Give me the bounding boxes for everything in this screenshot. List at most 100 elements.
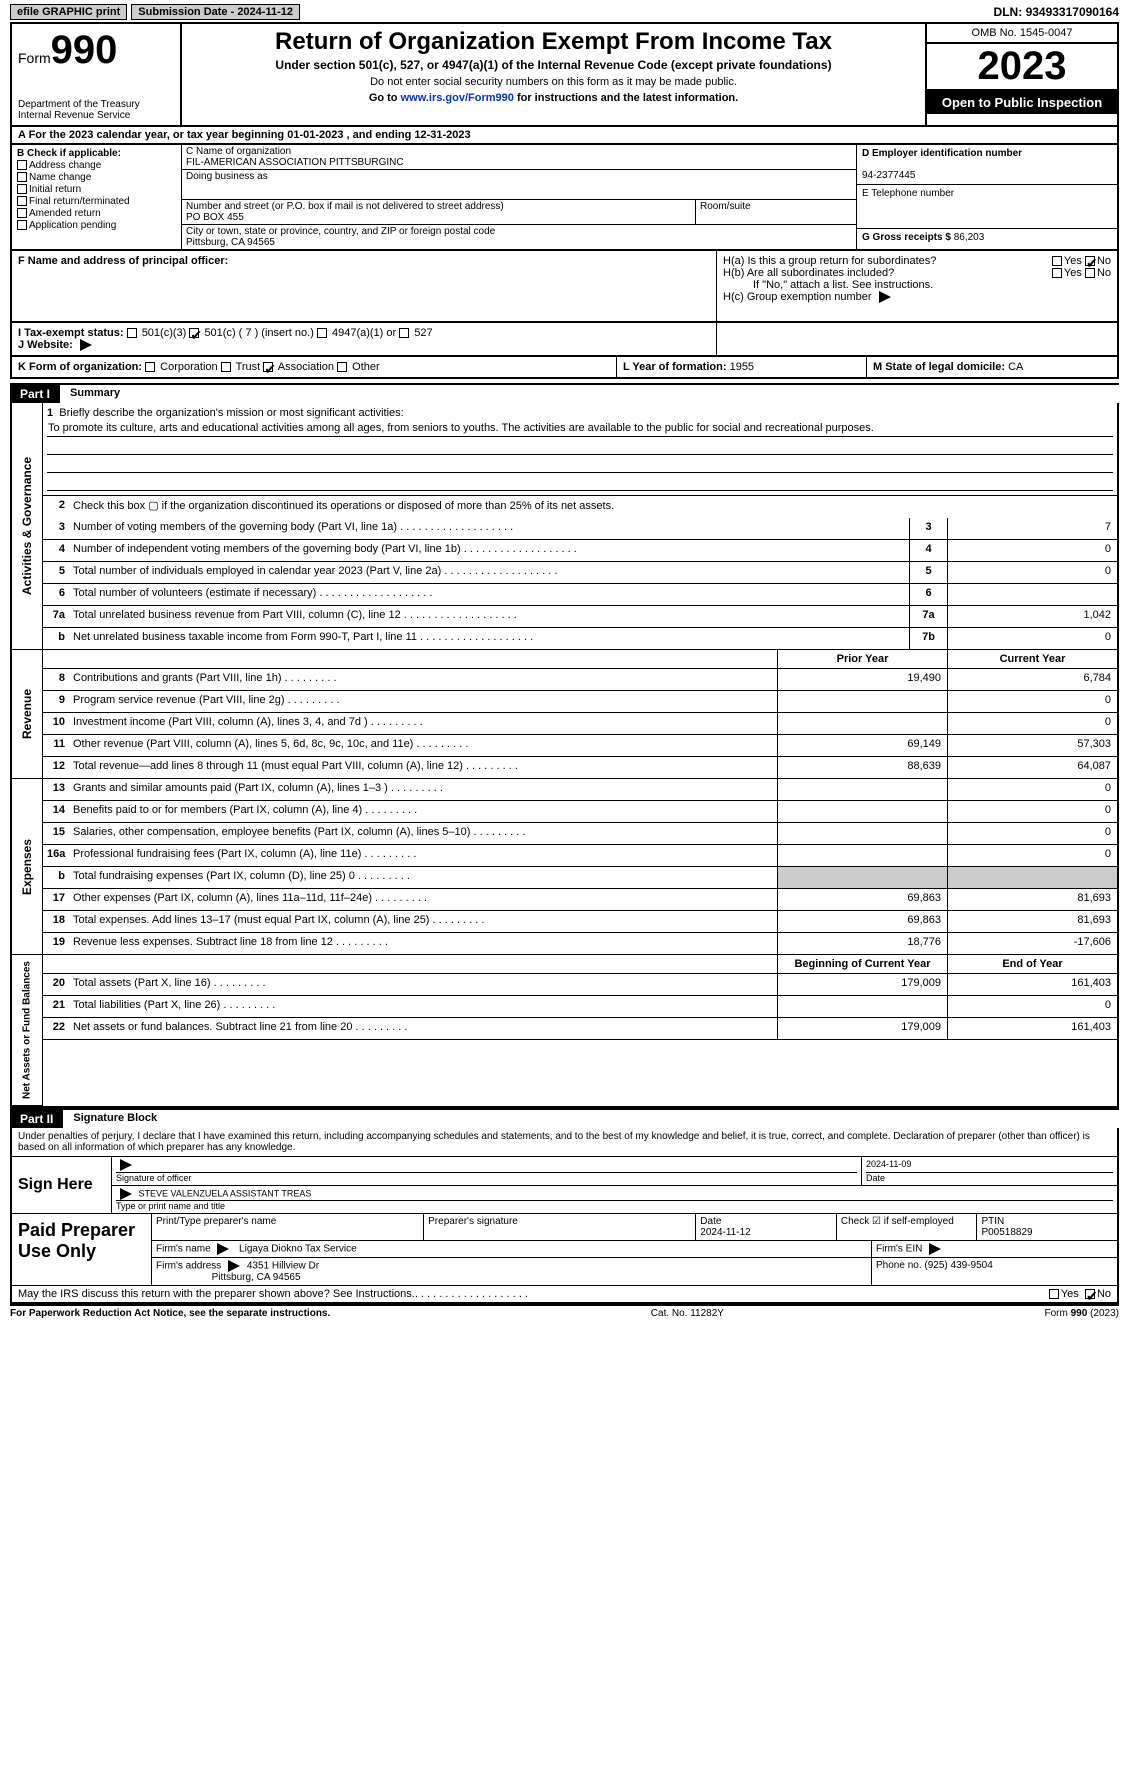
- part2-bar: Part II Signature Block: [10, 1108, 1119, 1128]
- row-klm: K Form of organization: Corporation Trus…: [10, 357, 1119, 379]
- ein: 94-2377445: [862, 170, 915, 181]
- arrow-icon: [217, 1243, 229, 1255]
- h-note: If "No," attach a list. See instructions…: [723, 279, 1111, 291]
- cb-trust[interactable]: [221, 362, 231, 372]
- discuss-no[interactable]: [1085, 1289, 1095, 1299]
- cb-pending[interactable]: [17, 220, 27, 230]
- cb-amended[interactable]: [17, 208, 27, 218]
- form-title: Return of Organization Exempt From Incom…: [188, 28, 919, 56]
- room-field: Room/suite: [696, 200, 856, 224]
- line-2: 2 Check this box ▢ if the organization d…: [43, 496, 1117, 518]
- row-ij: I Tax-exempt status: 501(c)(3) 501(c) ( …: [10, 323, 1119, 357]
- part1-title: Summary: [60, 385, 1119, 403]
- top-bar: efile GRAPHIC print Submission Date - 20…: [10, 4, 1119, 20]
- box-h: H(a) Is this a group return for subordin…: [717, 251, 1117, 321]
- tax-year: 2023: [927, 44, 1117, 91]
- ha-label: H(a) Is this a group return for subordin…: [723, 255, 936, 267]
- row-l: L Year of formation: 1955: [617, 357, 867, 377]
- data-row: 17 Other expenses (Part IX, column (A), …: [43, 889, 1117, 911]
- data-row: 13 Grants and similar amounts paid (Part…: [43, 779, 1117, 801]
- summary-grid: Activities & Governance 1 Briefly descri…: [10, 403, 1119, 1108]
- cb-501c[interactable]: [189, 328, 199, 338]
- header-center: Return of Organization Exempt From Incom…: [182, 24, 927, 125]
- omb-number: OMB No. 1545-0047: [927, 24, 1117, 44]
- data-row: 15 Salaries, other compensation, employe…: [43, 823, 1117, 845]
- arrow-icon: [80, 339, 92, 351]
- cb-initial-return[interactable]: [17, 184, 27, 194]
- dba-field: Doing business as: [182, 170, 856, 200]
- cb-other[interactable]: [337, 362, 347, 372]
- vtab-expenses: Expenses: [12, 779, 42, 955]
- sig-officer: Signature of officer: [112, 1157, 862, 1185]
- efile-button[interactable]: efile GRAPHIC print: [10, 4, 127, 20]
- discuss-row: May the IRS discuss this return with the…: [12, 1285, 1117, 1302]
- form-number: Form990: [18, 28, 174, 73]
- firm-ein: Firm's EIN: [872, 1241, 1117, 1257]
- box-b: B Check if applicable: Address change Na…: [12, 145, 182, 249]
- data-row: 11 Other revenue (Part VIII, column (A),…: [43, 735, 1117, 757]
- part1-bar: Part I Summary: [10, 383, 1119, 403]
- cb-address-change[interactable]: [17, 160, 27, 170]
- signature-block: Under penalties of perjury, I declare th…: [10, 1128, 1119, 1304]
- gov-row: 4 Number of independent voting members o…: [43, 540, 1117, 562]
- cb-527[interactable]: [399, 328, 409, 338]
- cb-final-return[interactable]: [17, 196, 27, 206]
- line-a: A For the 2023 calendar year, or tax yea…: [10, 127, 1119, 145]
- form-header: Form990 Department of the Treasury Inter…: [10, 22, 1119, 127]
- vtab-governance: Activities & Governance: [12, 403, 42, 650]
- dln-label: DLN:: [994, 5, 1023, 19]
- prep-sig: Preparer's signature: [424, 1214, 696, 1240]
- part1-tag: Part I: [10, 385, 60, 403]
- firm-addr: Firm's address 4351 Hillview Dr Pittsbur…: [152, 1258, 872, 1285]
- data-row: 16a Professional fundraising fees (Part …: [43, 845, 1117, 867]
- cb-4947[interactable]: [317, 328, 327, 338]
- row-m: M State of legal domicile: CA: [867, 357, 1117, 377]
- header-right: OMB No. 1545-0047 2023 Open to Public In…: [927, 24, 1117, 125]
- row-i: I Tax-exempt status: 501(c)(3) 501(c) ( …: [12, 323, 717, 355]
- data-row: b Total fundraising expenses (Part IX, c…: [43, 867, 1117, 889]
- goto-line: Go to www.irs.gov/Form990 for instructio…: [188, 92, 919, 104]
- data-row: 19 Revenue less expenses. Subtract line …: [43, 933, 1117, 955]
- row-fh: F Name and address of principal officer:…: [10, 251, 1119, 323]
- data-row: 14 Benefits paid to or for members (Part…: [43, 801, 1117, 823]
- ssn-warning: Do not enter social security numbers on …: [188, 76, 919, 88]
- data-row: 12 Total revenue—add lines 8 through 11 …: [43, 757, 1117, 779]
- cb-501c3[interactable]: [127, 328, 137, 338]
- hb-yes[interactable]: [1052, 268, 1062, 278]
- sign-here-label: Sign Here: [12, 1157, 112, 1213]
- cb-assoc[interactable]: [263, 362, 273, 372]
- row-j: J Website:: [18, 339, 73, 351]
- ha-no[interactable]: [1085, 256, 1095, 266]
- org-name-field: C Name of organization FIL-AMERICAN ASSO…: [182, 145, 856, 170]
- discuss-yes[interactable]: [1049, 1289, 1059, 1299]
- firm-name: Firm's name Ligaya Diokno Tax Service: [152, 1241, 872, 1257]
- prep-self: Check ☑ if self-employed: [837, 1214, 978, 1240]
- data-row: 8 Contributions and grants (Part VIII, l…: [43, 669, 1117, 691]
- cb-name-change[interactable]: [17, 172, 27, 182]
- paid-preparer: Paid Preparer Use Only Print/Type prepar…: [12, 1213, 1117, 1285]
- prep-date: Date2024-11-12: [696, 1214, 837, 1240]
- cb-corp[interactable]: [145, 362, 155, 372]
- gross-receipts: 86,203: [954, 232, 985, 243]
- irs-link[interactable]: www.irs.gov/Form990: [401, 92, 514, 104]
- city-field: City or town, state or province, country…: [182, 225, 856, 249]
- gov-row: 3 Number of voting members of the govern…: [43, 518, 1117, 540]
- arrow-icon: [879, 291, 891, 303]
- hc-label: H(c) Group exemption number: [723, 291, 872, 303]
- perjury-text: Under penalties of perjury, I declare th…: [12, 1128, 1117, 1157]
- header-left: Form990 Department of the Treasury Inter…: [12, 24, 182, 125]
- arrow-icon: [120, 1159, 132, 1171]
- paid-label: Paid Preparer Use Only: [12, 1214, 152, 1285]
- dln-value: 93493317090164: [1026, 5, 1119, 19]
- ha-yes[interactable]: [1052, 256, 1062, 266]
- footer-mid: Cat. No. 11282Y: [651, 1308, 724, 1319]
- footer-right: Form 990 (2023): [1045, 1308, 1119, 1319]
- net-header: Beginning of Current Year End of Year: [43, 955, 1117, 974]
- mission-text: To promote its culture, arts and educati…: [47, 421, 1113, 437]
- data-row: 20 Total assets (Part X, line 16) 179,00…: [43, 974, 1117, 996]
- page-footer: For Paperwork Reduction Act Notice, see …: [10, 1304, 1119, 1319]
- department: Department of the Treasury Internal Reve…: [18, 99, 174, 121]
- footer-left: For Paperwork Reduction Act Notice, see …: [10, 1308, 330, 1319]
- dln: DLN: 93493317090164: [994, 5, 1119, 19]
- box-b-label: B Check if applicable:: [17, 148, 121, 159]
